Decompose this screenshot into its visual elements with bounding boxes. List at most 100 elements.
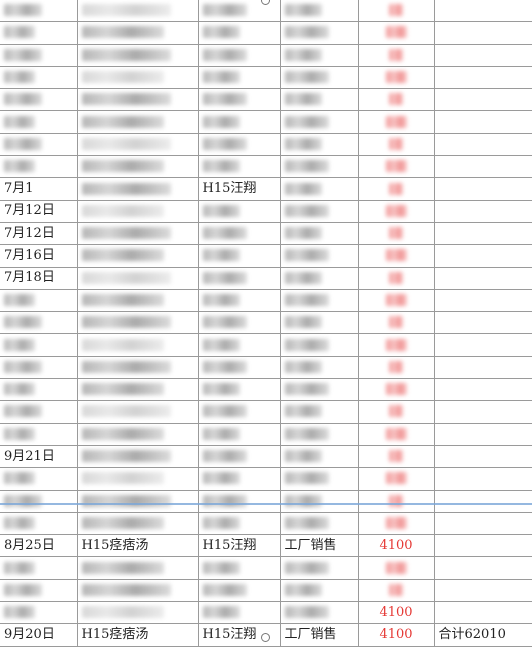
amount-cell[interactable]	[358, 333, 435, 357]
person-cell[interactable]	[198, 289, 281, 313]
date-cell[interactable]	[0, 133, 78, 157]
item-cell[interactable]	[77, 601, 199, 625]
amount-cell[interactable]	[358, 21, 435, 45]
amount-cell[interactable]	[358, 445, 435, 469]
amount-cell[interactable]: 4100	[358, 601, 435, 625]
type-cell[interactable]	[280, 0, 359, 23]
item-cell[interactable]	[77, 378, 199, 402]
amount-cell[interactable]	[358, 222, 435, 246]
type-cell[interactable]	[280, 490, 359, 513]
date-cell[interactable]: 7月12日	[0, 222, 78, 246]
item-cell[interactable]	[77, 579, 199, 603]
date-cell[interactable]: 9月20日	[0, 623, 78, 647]
date-cell[interactable]	[0, 378, 78, 402]
amount-cell[interactable]	[358, 579, 435, 603]
person-cell[interactable]	[198, 44, 281, 67]
date-cell[interactable]: 7月18日	[0, 267, 78, 290]
person-cell[interactable]	[198, 400, 281, 424]
note-cell[interactable]	[434, 601, 532, 625]
amount-cell[interactable]	[358, 378, 435, 402]
person-cell[interactable]	[198, 490, 281, 513]
type-cell[interactable]	[280, 556, 359, 580]
person-cell[interactable]	[198, 222, 281, 246]
type-cell[interactable]	[280, 200, 359, 223]
type-cell[interactable]	[280, 445, 359, 469]
note-cell[interactable]	[434, 579, 532, 603]
person-cell[interactable]	[198, 378, 281, 402]
item-cell[interactable]	[77, 155, 199, 179]
item-cell[interactable]	[77, 467, 199, 491]
person-cell[interactable]	[198, 133, 281, 157]
person-cell[interactable]	[198, 467, 281, 491]
type-cell[interactable]	[280, 579, 359, 603]
amount-cell[interactable]: 4100	[358, 534, 435, 558]
date-cell[interactable]	[0, 579, 78, 603]
note-cell[interactable]	[434, 289, 532, 313]
date-cell[interactable]	[0, 110, 78, 134]
type-cell[interactable]	[280, 110, 359, 134]
note-cell[interactable]	[434, 467, 532, 491]
note-cell[interactable]	[434, 400, 532, 424]
amount-cell[interactable]	[358, 133, 435, 157]
item-cell[interactable]	[77, 400, 199, 424]
note-cell[interactable]	[434, 66, 532, 90]
person-cell[interactable]	[198, 66, 281, 90]
type-cell[interactable]	[280, 467, 359, 491]
type-cell[interactable]	[280, 155, 359, 179]
date-cell[interactable]	[0, 88, 78, 112]
type-cell[interactable]	[280, 66, 359, 90]
item-cell[interactable]	[77, 356, 199, 380]
type-cell[interactable]	[280, 333, 359, 357]
item-cell[interactable]	[77, 445, 199, 469]
person-cell[interactable]	[198, 445, 281, 469]
person-cell[interactable]	[198, 200, 281, 223]
type-cell[interactable]	[280, 378, 359, 402]
item-cell[interactable]	[77, 88, 199, 112]
type-cell[interactable]	[280, 423, 359, 446]
amount-cell[interactable]	[358, 267, 435, 290]
item-cell[interactable]	[77, 244, 199, 268]
amount-cell[interactable]	[358, 289, 435, 313]
note-cell[interactable]	[434, 378, 532, 402]
person-cell[interactable]	[198, 155, 281, 179]
type-cell[interactable]	[280, 222, 359, 246]
note-cell[interactable]	[434, 445, 532, 469]
amount-cell[interactable]	[358, 356, 435, 380]
note-cell[interactable]	[434, 222, 532, 246]
amount-cell[interactable]	[358, 556, 435, 580]
note-cell[interactable]	[434, 21, 532, 45]
person-cell[interactable]	[198, 423, 281, 446]
item-cell[interactable]	[77, 423, 199, 446]
date-cell[interactable]	[0, 155, 78, 179]
note-cell[interactable]	[434, 155, 532, 179]
item-cell[interactable]	[77, 44, 199, 67]
date-cell[interactable]	[0, 556, 78, 580]
amount-cell[interactable]	[358, 423, 435, 446]
amount-cell[interactable]	[358, 44, 435, 67]
date-cell[interactable]: 8月25日	[0, 534, 78, 558]
type-cell[interactable]	[280, 289, 359, 313]
date-cell[interactable]: 9月21日	[0, 445, 78, 469]
note-cell[interactable]	[434, 110, 532, 134]
type-cell[interactable]	[280, 21, 359, 45]
note-cell[interactable]	[434, 0, 532, 23]
item-cell[interactable]: H15痉痞汤	[77, 534, 199, 558]
amount-cell[interactable]: 4100	[358, 623, 435, 647]
note-cell[interactable]	[434, 534, 532, 558]
person-cell[interactable]	[198, 267, 281, 290]
note-cell[interactable]	[434, 88, 532, 112]
type-cell[interactable]	[280, 177, 359, 201]
item-cell[interactable]	[77, 177, 199, 201]
item-cell[interactable]	[77, 133, 199, 157]
date-cell[interactable]	[0, 289, 78, 313]
item-cell[interactable]	[77, 110, 199, 134]
person-cell[interactable]	[198, 601, 281, 625]
date-cell[interactable]	[0, 490, 78, 513]
amount-cell[interactable]	[358, 177, 435, 201]
person-cell[interactable]	[198, 356, 281, 380]
type-cell[interactable]	[280, 44, 359, 67]
person-cell[interactable]: H15汪翔	[198, 177, 281, 201]
person-cell[interactable]	[198, 579, 281, 603]
item-cell[interactable]	[77, 66, 199, 90]
date-cell[interactable]	[0, 512, 78, 536]
